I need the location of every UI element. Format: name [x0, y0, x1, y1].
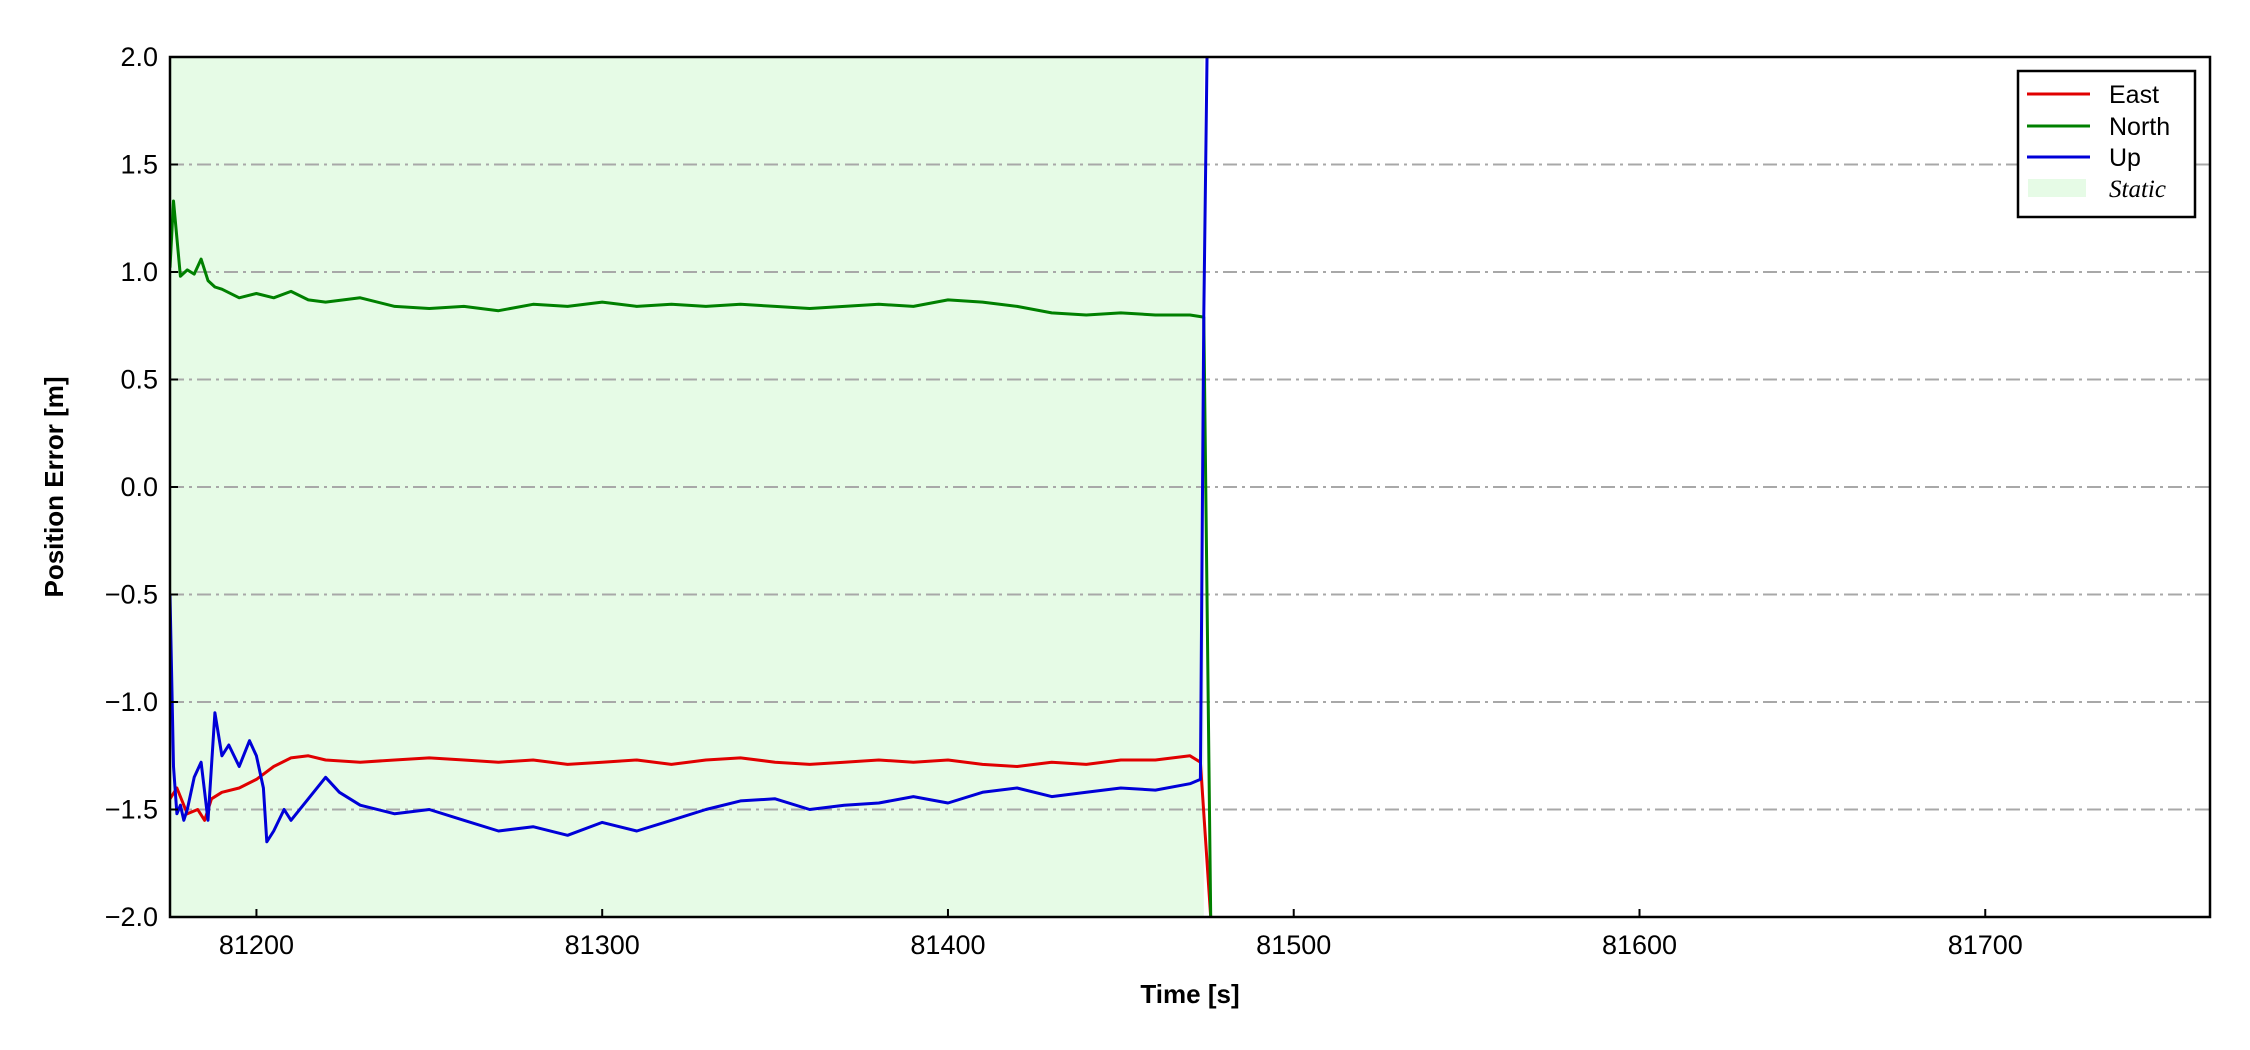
legend-swatch-static [2028, 179, 2086, 197]
y-tick-label: 0.0 [120, 472, 158, 502]
grid-lines [170, 163, 2210, 811]
series-line-east [170, 754, 1213, 917]
legend-label-north: North [2109, 113, 2170, 141]
y-tick-label: 1.5 [120, 150, 158, 180]
x-tick-label: 81300 [565, 930, 640, 960]
y-tick-label: 1.0 [120, 257, 158, 287]
x-tick-label: 81600 [1602, 930, 1677, 960]
y-tick-label: −1.0 [105, 687, 158, 717]
x-axis-title: Time [s] [1140, 979, 1239, 1009]
y-axis-title: Position Error [m] [39, 376, 69, 597]
y-tick-label: −1.5 [105, 795, 158, 825]
x-tick-label: 81400 [910, 930, 985, 960]
y-tick-label: 2.0 [120, 42, 158, 72]
legend-label-static: Static [2109, 176, 2166, 203]
legend-label-up: Up [2109, 144, 2141, 172]
legend: East North Up Static [2016, 69, 2197, 219]
series-line-up [170, 57, 1209, 844]
series-line-north [170, 199, 1213, 917]
x-tick-label: 81500 [1256, 930, 1331, 960]
x-tick-label: 81700 [1948, 930, 2023, 960]
x-tick-label: 81200 [219, 930, 294, 960]
y-tick-label: 0.5 [120, 365, 158, 395]
y-tick-label: −2.0 [105, 902, 158, 932]
y-tick-label: −0.5 [105, 580, 158, 610]
legend-label-east: East [2109, 81, 2159, 109]
series-lines [170, 57, 1213, 917]
axis-ticks: 2.0 1.5 1.0 0.5 0.0 −0.5 −1.0 −1.5 −2.0 81200 8130… [105, 42, 2023, 960]
